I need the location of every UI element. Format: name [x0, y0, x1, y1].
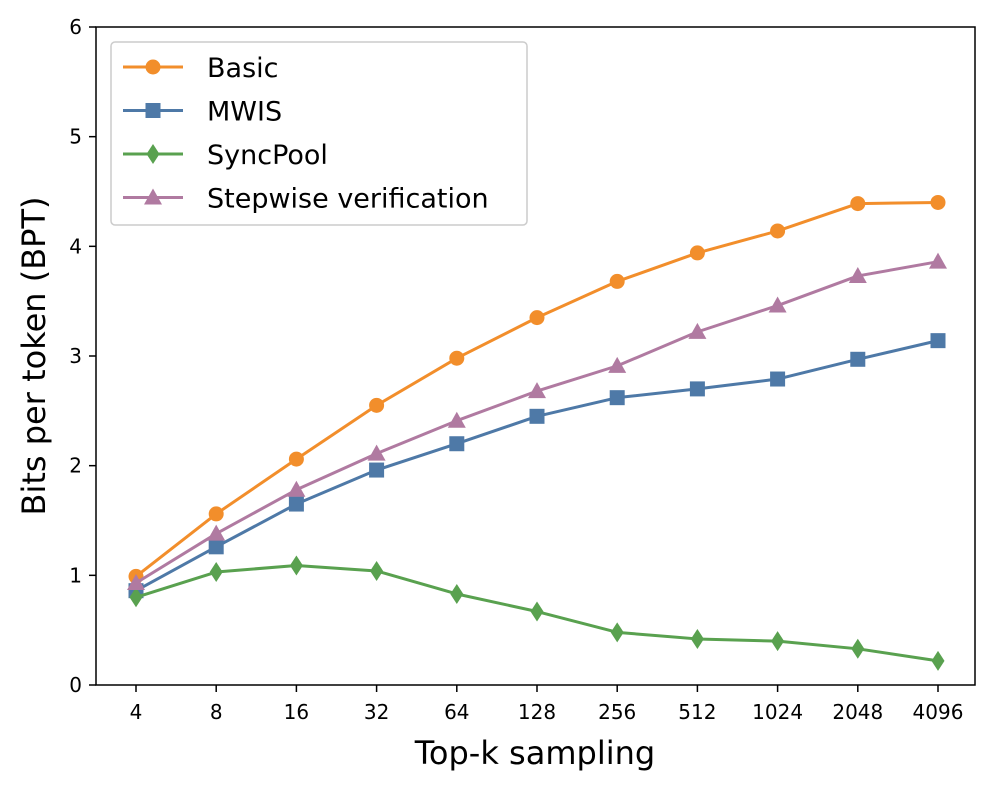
plot-frame [95, 26, 976, 686]
legend-item: Stepwise verification [123, 184, 489, 215]
data-point [688, 322, 707, 339]
x-tick-label: 128 [518, 700, 556, 724]
data-point [689, 381, 705, 397]
data-point [768, 296, 787, 313]
y-tick-label: 5 [69, 125, 82, 149]
x-axis-ticks: 4 8 16 32 64 128 256 512 1024 2048 4096 [130, 685, 964, 724]
series-syncpool [129, 555, 945, 671]
data-point [208, 539, 224, 555]
data-point [529, 310, 545, 326]
data-point [689, 245, 705, 261]
data-point [370, 560, 384, 581]
data-point [450, 583, 464, 604]
legend-label: SyncPool [207, 140, 328, 171]
y-tick-label: 3 [69, 344, 82, 368]
series-stepwise-verification [127, 252, 947, 591]
x-tick-label: 64 [444, 700, 469, 724]
data-point [608, 356, 627, 373]
data-point [931, 650, 945, 671]
data-point [129, 587, 143, 608]
data-point [209, 562, 223, 583]
data-point [930, 194, 946, 210]
y-tick-label: 1 [69, 563, 82, 587]
data-point [850, 196, 866, 212]
legend-item: MWIS [123, 97, 282, 128]
legend-marker [145, 59, 161, 75]
y-tick-label: 2 [69, 454, 82, 478]
legend-marker [144, 188, 162, 205]
legend-frame [110, 41, 528, 226]
x-tick-label: 2048 [832, 700, 883, 724]
y-tick-label: 4 [69, 234, 82, 258]
x-tick-label: 256 [598, 700, 636, 724]
legend-label: Stepwise verification [207, 184, 489, 215]
data-point [208, 506, 224, 522]
data-point [930, 333, 946, 349]
legend-item: SyncPool [123, 140, 328, 171]
data-point [367, 444, 386, 461]
y-tick-label: 6 [69, 15, 82, 39]
x-tick-label: 16 [284, 700, 309, 724]
data-point [770, 371, 786, 387]
data-point [528, 382, 546, 399]
legend: Basic MWIS SyncPool Stepwise verification [110, 41, 528, 226]
legend-item: Basic [123, 53, 278, 84]
x-tick-label: 512 [678, 700, 716, 724]
data-point [449, 350, 465, 366]
data-point [287, 480, 306, 497]
x-tick-label: 1024 [752, 700, 803, 724]
series-basic [128, 194, 946, 584]
x-tick-label: 8 [210, 700, 223, 724]
series-mwis [128, 333, 946, 599]
data-point [850, 351, 866, 367]
y-tick-label: 0 [69, 673, 82, 697]
legend-marker [145, 103, 161, 118]
data-point [369, 397, 385, 413]
data-point [447, 411, 466, 428]
legend-marker [146, 144, 160, 164]
data-point [369, 462, 385, 478]
data-point [529, 408, 545, 424]
legend-label: Basic [207, 53, 278, 84]
data-point [610, 622, 624, 643]
data-point [127, 574, 145, 591]
data-point [848, 266, 867, 283]
data-point [770, 223, 786, 239]
data-point [609, 390, 625, 406]
x-tick-label: 4 [130, 700, 143, 724]
data-point [207, 524, 226, 541]
data-point [288, 496, 304, 512]
y-axis-title: Bits per token (BPT) [15, 197, 53, 516]
series-layer [127, 194, 947, 671]
x-axis-title: Top-k sampling [414, 734, 655, 772]
data-point [609, 273, 625, 289]
x-tick-label: 32 [364, 700, 389, 724]
data-point [851, 638, 865, 659]
data-point [929, 252, 947, 269]
x-tick-label: 4096 [913, 700, 964, 724]
data-point [771, 631, 785, 652]
data-point [289, 555, 303, 576]
data-point [288, 451, 304, 467]
data-point [449, 436, 465, 452]
y-axis-ticks: 0 1 2 3 4 5 6 [69, 15, 96, 697]
legend-label: MWIS [207, 97, 282, 128]
data-point [690, 628, 704, 649]
data-point [530, 601, 544, 622]
